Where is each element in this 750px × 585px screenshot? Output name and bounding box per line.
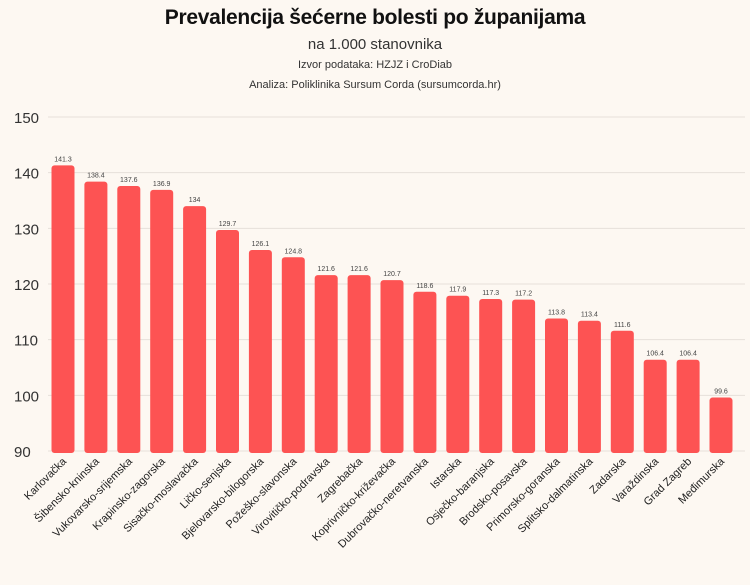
source-note: Izvor podataka: HZJZ i CroDiab	[297, 59, 453, 71]
chart-title: Prevalencija šećerne bolesti po županija…	[164, 6, 586, 29]
y-tick-label: 90	[14, 444, 31, 461]
data-label: 117.2	[515, 291, 532, 298]
data-label: 106.4	[646, 351, 664, 358]
data-label: 117.3	[482, 290, 499, 297]
bar	[84, 181, 108, 453]
data-label: 124.8	[285, 248, 303, 255]
bar	[676, 359, 700, 453]
data-label: 136.9	[153, 181, 171, 188]
bar	[51, 165, 75, 453]
bar	[446, 295, 470, 453]
bar	[380, 280, 404, 453]
data-label: 126.1	[252, 241, 270, 248]
bar	[117, 186, 141, 453]
data-label: 111.6	[614, 322, 631, 329]
bar	[545, 318, 568, 453]
bar	[643, 359, 667, 453]
chart-subtitle: na 1.000 stanovnika	[307, 36, 443, 53]
analysis-note: Analiza: Poliklinika Sursum Corda (sursu…	[249, 79, 501, 91]
data-label: 137.6	[120, 177, 138, 184]
bar	[347, 275, 371, 453]
bar	[610, 330, 634, 453]
data-label: 121.6	[350, 266, 368, 273]
data-label: 106.4	[679, 351, 697, 358]
bar	[314, 275, 338, 453]
y-tick-label: 150	[14, 110, 39, 127]
data-label: 129.7	[219, 221, 237, 228]
data-label: 134	[189, 197, 201, 204]
y-tick-label: 100	[14, 388, 39, 405]
bar	[709, 397, 733, 453]
y-tick-label: 140	[14, 166, 39, 183]
bar	[281, 257, 305, 453]
data-label: 118.6	[416, 283, 433, 290]
bar	[479, 299, 503, 453]
bar	[150, 189, 174, 453]
data-label: 121.6	[317, 266, 335, 273]
bar	[216, 230, 239, 453]
bar	[512, 299, 536, 453]
y-tick-label: 110	[14, 333, 38, 350]
data-label: 120.7	[383, 271, 401, 278]
bar	[413, 291, 437, 453]
data-label: 113.8	[548, 310, 565, 317]
data-label: 141.3	[54, 156, 72, 163]
data-label: 99.6	[714, 389, 728, 396]
bar	[183, 206, 207, 453]
data-label: 138.4	[87, 173, 105, 180]
y-tick-label: 120	[14, 277, 39, 294]
bar	[248, 250, 272, 453]
bar	[577, 320, 601, 453]
data-label: 113.4	[581, 312, 598, 319]
data-label: 117.9	[449, 287, 466, 294]
y-tick-label: 130	[14, 221, 39, 238]
